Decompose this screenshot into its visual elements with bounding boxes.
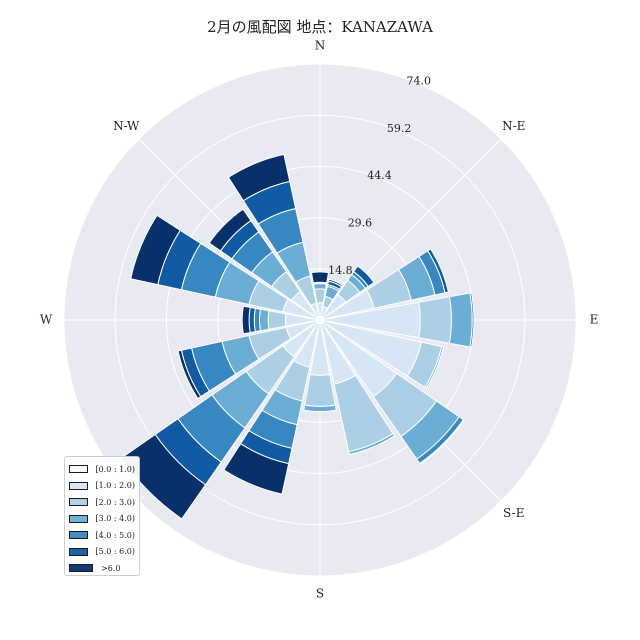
legend-item: [0.0 : 1.0) <box>69 461 135 478</box>
legend-label: [4.0 : 5.0) <box>96 531 135 540</box>
legend-swatch <box>69 498 88 506</box>
legend-item: [2.0 : 3.0) <box>69 494 135 511</box>
legend: [0.0 : 1.0) [1.0 : 2.0) [2.0 : 3.0) [3.0 : … <box>64 456 140 576</box>
legend-label: [3.0 : 4.0) <box>96 514 135 523</box>
legend-swatch <box>69 482 88 490</box>
bar-S-bin-2 <box>305 374 336 406</box>
legend-item: [5.0 : 6.0) <box>69 544 135 561</box>
legend-label: [2.0 : 3.0) <box>96 498 135 507</box>
radial-tick-label: 14.8 <box>328 264 353 277</box>
legend-label: [1.0 : 2.0) <box>96 481 135 490</box>
legend-item: [1.0 : 2.0) <box>69 478 135 495</box>
legend-swatch <box>69 465 88 473</box>
legend-item: [3.0 : 4.0) <box>69 511 135 528</box>
bar-N-bin-6 <box>311 272 328 283</box>
legend-swatch <box>69 515 88 523</box>
legend-item: >6.0 <box>69 560 135 577</box>
bar-W-bin-3 <box>259 309 268 330</box>
bar-E-bin-2 <box>419 297 452 344</box>
compass-label-S-E: S-E <box>503 506 524 520</box>
compass-label-W: W <box>40 313 53 327</box>
legend-item: [4.0 : 5.0) <box>69 527 135 544</box>
legend-swatch <box>69 564 93 572</box>
compass-label-S: S <box>316 587 324 601</box>
legend-label: >6.0 <box>101 564 120 573</box>
radial-tick-label: 59.2 <box>387 122 412 135</box>
compass-label-N: N <box>315 39 326 53</box>
bar-S-bin-3 <box>304 405 336 412</box>
legend-swatch <box>69 548 88 556</box>
compass-label-N-W: N-W <box>113 119 140 133</box>
radial-tick-label: 29.6 <box>348 217 373 230</box>
bar-W-bin-6 <box>242 306 250 334</box>
bar-E-bin-3 <box>449 293 472 347</box>
compass-label-E: E <box>590 313 599 327</box>
legend-swatch <box>69 531 88 539</box>
legend-label: [5.0 : 6.0) <box>96 547 135 556</box>
radial-tick-label: 44.4 <box>367 169 392 182</box>
bar-N-bin-3 <box>314 284 327 290</box>
compass-label-N-E: N-E <box>502 119 525 133</box>
bar-W-bin-2 <box>268 311 286 329</box>
legend-label: [0.0 : 1.0) <box>96 465 135 474</box>
radial-tick-label: 74.0 <box>406 75 431 88</box>
